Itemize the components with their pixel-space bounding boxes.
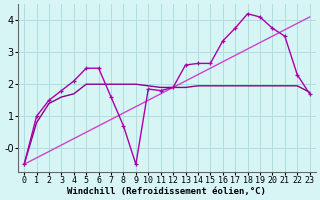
- X-axis label: Windchill (Refroidissement éolien,°C): Windchill (Refroidissement éolien,°C): [68, 187, 266, 196]
